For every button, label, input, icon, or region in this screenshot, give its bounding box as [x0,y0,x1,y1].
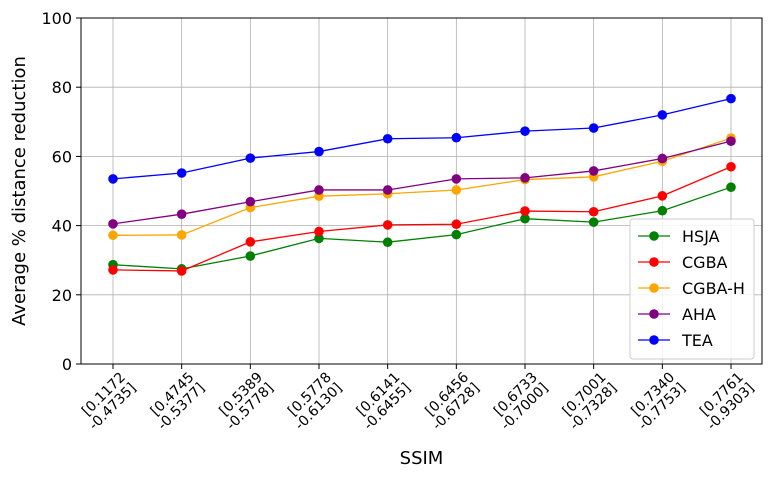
series-cgba [108,161,736,276]
data-point-aha [451,174,462,184]
y-axis: 0 20 40 60 80 100 [41,9,81,374]
y-tick-label: 20 [52,286,72,305]
y-tick-label: 60 [52,147,72,166]
x-tick-label: [0.7001-0.7328] [560,370,620,434]
legend-swatch-marker [649,309,659,319]
data-point-hsja [520,213,530,224]
series-tea [108,93,736,184]
x-axis: [0.1172-0.4735] [0.4745-0.5377] [0.5389-0.… [79,364,757,434]
x-tick-label: [0.5389-0.5778] [216,370,276,434]
data-point-tea [176,168,187,178]
series-line-hsja [112,186,732,270]
legend-swatch-marker [649,283,659,293]
data-point-tea [382,133,393,144]
data-point-tea [314,146,324,157]
x-tick-label: [0.1172-0.4735] [79,370,139,434]
series-line-cgba [112,166,732,272]
data-point-tea [451,132,462,143]
legend-item-cgba: CGBA [638,253,728,272]
legend-label: TEA [681,331,713,350]
data-point-cgba [108,265,118,275]
data-point-tea [108,174,118,184]
data-point-cgba [726,161,736,172]
data-point-cgba [451,219,462,230]
data-point-tea [245,153,256,163]
data-point-aha [657,153,668,164]
legend-item-hsja: HSJA [638,227,720,246]
data-point-cgba-h [451,185,462,195]
data-point-cgba-h [108,230,118,241]
legend-item-tea: TEA [638,331,713,350]
data-point-aha [108,219,118,229]
x-axis-label: SSIM [400,448,444,469]
data-point-hsja [588,217,599,227]
plot-area-frame [80,17,763,365]
y-tick-label: 80 [52,78,72,97]
data-point-aha [382,185,393,195]
x-tick-label: [0.5778-0.6130] [285,370,345,434]
legend-label: HSJA [682,227,720,246]
data-point-cgba [588,206,599,217]
data-point-hsja [382,237,393,248]
series-line-aha [112,140,732,225]
legend-item-aha: AHA [638,305,716,324]
data-point-cgba [657,191,668,201]
legend: HSJA CGBA CGBA-H AHA TEA [629,218,755,360]
data-point-hsja [314,233,324,244]
data-point-hsja [451,229,462,240]
y-tick-label: 100 [41,9,72,28]
data-point-tea [520,126,530,136]
data-point-cgba [176,266,187,276]
data-point-aha [314,185,324,195]
legend-label: CGBA-H [682,279,745,298]
data-point-cgba [382,220,393,230]
series-line-cgba-h [112,137,732,236]
x-tick-label: [0.6456-0.6728] [422,369,482,433]
legend-swatch-marker [649,257,659,267]
series-line-tea [112,97,732,180]
legend-item-cgba-h: CGBA-H [638,279,745,298]
legend-swatch-marker [649,231,659,241]
data-point-tea [588,123,599,133]
series-layer [108,93,736,276]
series-hsja [108,182,736,274]
data-point-aha [588,166,599,176]
data-point-cgba [245,237,256,247]
legend-label: AHA [682,305,716,324]
x-tick-label: [0.6141-0.6455] [354,370,414,434]
data-point-cgba-h [176,230,187,240]
data-point-aha [245,196,256,207]
data-point-aha [176,209,187,219]
data-point-tea [726,93,736,104]
data-point-hsja [657,205,668,216]
x-tick-label: [0.7340-0.7753] [628,370,688,434]
data-point-aha [726,136,736,146]
y-tick-label: 0 [62,355,72,374]
data-point-hsja [726,182,736,192]
legend-box [629,218,755,360]
x-tick-label: [0.4745-0.5377] [148,370,208,434]
data-point-cgba [520,206,530,216]
legend-label: CGBA [682,253,728,272]
series-aha [108,136,736,229]
data-point-aha [520,173,530,183]
y-tick-label: 40 [52,217,72,236]
y-axis-label: Average % distance reduction [9,56,30,326]
x-tick-label: [0.7761-0.9303] [697,370,757,434]
data-point-tea [657,110,668,120]
data-point-cgba [314,226,324,237]
x-tick-label: [0.6733-0.7000] [491,370,551,434]
legend-swatch-marker [649,335,659,345]
data-point-hsja [245,251,256,261]
